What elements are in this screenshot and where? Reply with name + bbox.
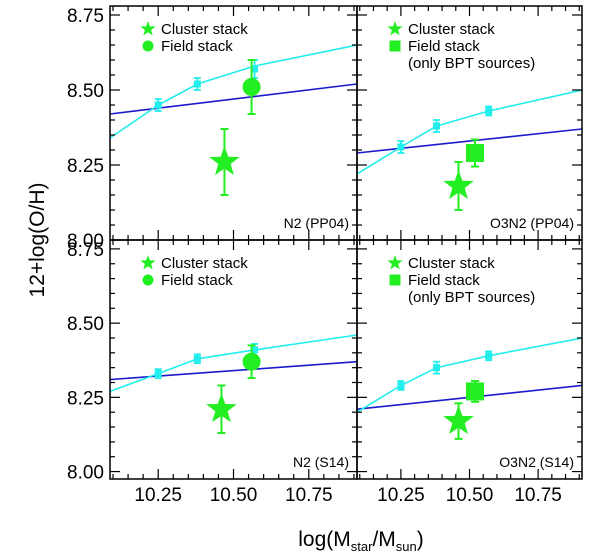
x-tick-label: 10.75 xyxy=(285,485,333,506)
plot-area xyxy=(357,89,582,211)
panel-label: O3N2 (PP04) xyxy=(490,215,574,231)
legend-cluster-marker xyxy=(140,255,156,270)
y-axis-title: 12+log(O/H) xyxy=(26,183,49,298)
mzr-point xyxy=(154,101,162,109)
mzr-curve xyxy=(357,337,582,413)
legend-cluster-marker xyxy=(387,21,403,36)
x-tick-label: 10.50 xyxy=(446,485,494,506)
mzr-point xyxy=(251,346,259,354)
y-tick-label: 8.75 xyxy=(67,6,104,27)
y-tick-label: 8.25 xyxy=(67,156,104,177)
x-axis-title-sub-star: star xyxy=(351,539,373,554)
plot-area xyxy=(357,337,582,440)
mzr-point xyxy=(193,355,201,363)
y-tick-label: 8.75 xyxy=(67,240,104,261)
legend-field-note: (only BPT sources) xyxy=(408,55,535,72)
mzr-point xyxy=(397,381,405,389)
y-tick-label: 8.50 xyxy=(67,81,104,102)
x-tick-label: 10.25 xyxy=(377,485,425,506)
x-axis-title-end: ) xyxy=(417,528,424,551)
mzr-point xyxy=(485,107,493,115)
field-stack-point xyxy=(465,144,484,162)
legend-field-marker xyxy=(142,274,154,286)
x-axis-title-main: log(M xyxy=(298,528,351,551)
mzr-point xyxy=(154,370,162,378)
cluster-stack-point xyxy=(443,170,474,199)
panel-label: N2 (PP04) xyxy=(284,215,349,231)
legend-field-note: (only BPT sources) xyxy=(408,289,535,306)
legend-field-marker xyxy=(389,274,401,286)
x-axis-title-sub-sun: sun xyxy=(396,539,417,554)
panel-label: N2 (S14) xyxy=(293,454,349,470)
y-tick-label: 8.25 xyxy=(67,388,104,409)
mzr-curve xyxy=(110,334,357,393)
relation-line xyxy=(110,83,357,115)
plot-area xyxy=(110,334,357,434)
x-tick-label: 10.75 xyxy=(514,485,562,506)
legend-field-label: Field stack xyxy=(161,272,233,289)
y-tick-label: 8.00 xyxy=(67,231,104,252)
field-stack-point xyxy=(242,78,261,96)
mzr-point xyxy=(193,80,201,88)
plot-area xyxy=(110,44,357,196)
mzr-point xyxy=(485,352,493,360)
legend-cluster-label: Cluster stack xyxy=(408,21,495,38)
mzr-point xyxy=(397,143,405,151)
legend-cluster-label: Cluster stack xyxy=(161,21,248,38)
legend-cluster-marker xyxy=(387,255,403,270)
legend-field-marker xyxy=(142,40,154,52)
panel-label: O3N2 (S14) xyxy=(499,454,574,470)
cluster-stack-point xyxy=(443,405,474,435)
mzr-point xyxy=(433,364,441,372)
x-axis-title-mid: /M xyxy=(372,528,395,551)
x-tick-label: 10.50 xyxy=(210,485,258,506)
x-tick-label: 10.25 xyxy=(134,485,182,506)
legend-field-label: Field stack xyxy=(408,38,480,55)
relation-line xyxy=(357,128,582,154)
mzr-point xyxy=(433,122,441,130)
legend-cluster-marker xyxy=(140,21,156,36)
mzr-curve xyxy=(110,44,357,139)
field-stack-point xyxy=(242,352,261,371)
legend-cluster-label: Cluster stack xyxy=(408,255,495,272)
legend-field-label: Field stack xyxy=(408,272,480,289)
y-tick-label: 8.00 xyxy=(67,463,104,484)
cluster-stack-point xyxy=(206,393,237,423)
mzr-point xyxy=(251,65,259,73)
y-tick-label: 8.50 xyxy=(67,314,104,335)
cluster-stack-point xyxy=(209,146,240,175)
legend-cluster-label: Cluster stack xyxy=(161,255,248,272)
legend-field-marker xyxy=(389,40,401,52)
field-stack-point xyxy=(465,382,484,401)
legend-field-label: Field stack xyxy=(161,38,233,55)
x-axis-title: log(Mstar/Msun) xyxy=(298,528,423,554)
